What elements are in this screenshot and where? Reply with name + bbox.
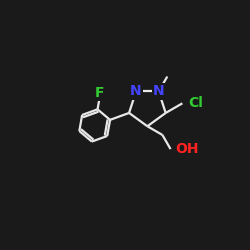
- Text: N: N: [130, 84, 142, 98]
- Text: N: N: [153, 84, 164, 98]
- Text: F: F: [95, 86, 105, 100]
- Text: OH: OH: [175, 142, 199, 156]
- Text: Cl: Cl: [188, 96, 203, 110]
